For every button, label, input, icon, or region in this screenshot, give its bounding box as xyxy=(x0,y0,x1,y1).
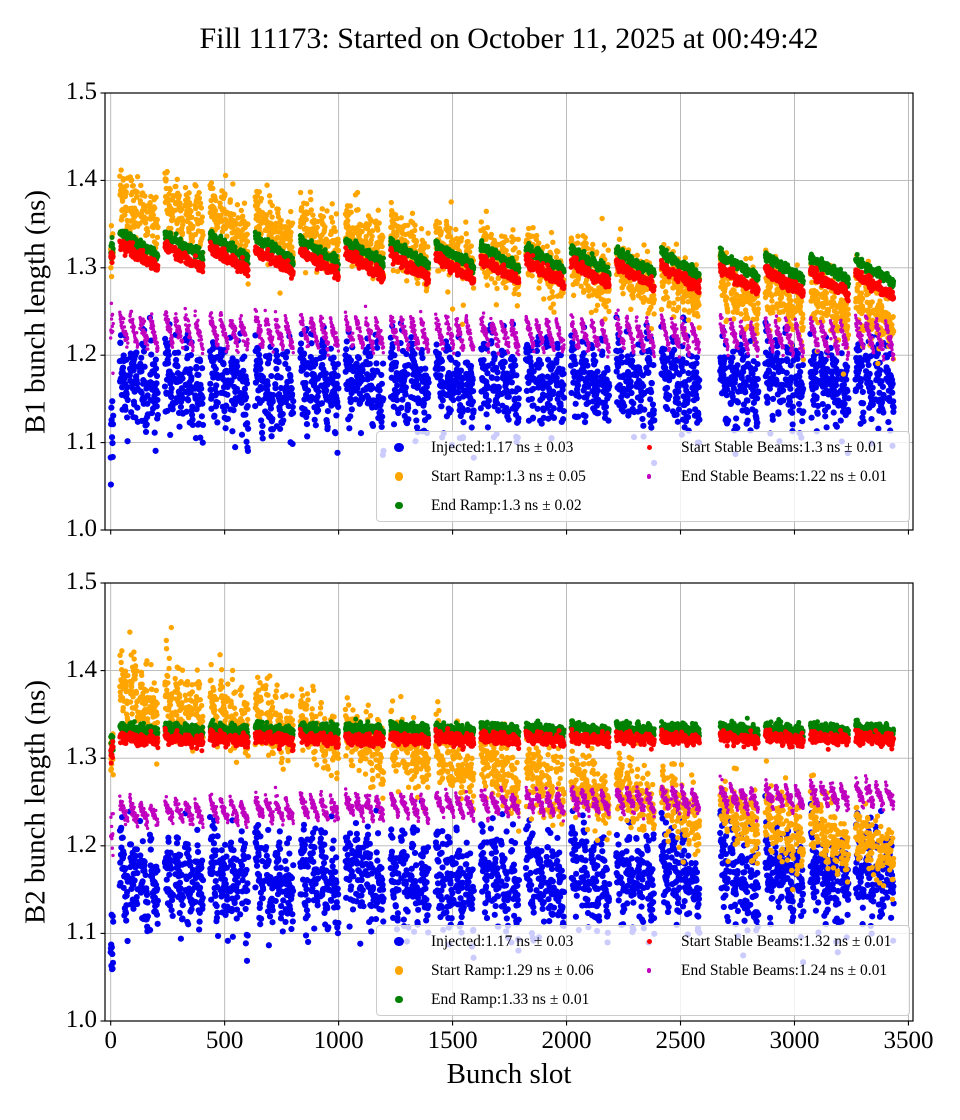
injected-marker-icon xyxy=(394,936,404,947)
legend-label: End Stable Beams:1.24 ns ± 0.01 xyxy=(681,961,888,979)
y-tick-label: 1.2 xyxy=(65,340,97,368)
x-tick-label: 1000 xyxy=(313,1027,364,1054)
y-axis-label-b2: B2 bunch length (ns) xyxy=(19,679,52,925)
start-ramp-marker-icon xyxy=(394,966,404,975)
legend-box: Injected:1.17 ns ± 0.03 Start Ramp:1.29 n… xyxy=(376,925,910,1016)
legend-label: Start Ramp:1.3 ns ± 0.05 xyxy=(431,467,586,485)
x-tick-label: 3000 xyxy=(769,1027,820,1054)
y-tick-label: 1.1 xyxy=(65,427,97,455)
x-tick-label: 2000 xyxy=(541,1027,592,1054)
legend-label: End Stable Beams:1.22 ns ± 0.01 xyxy=(681,467,888,485)
y-tick-label: 1.5 xyxy=(65,567,97,595)
legend-label: Start Ramp:1.29 ns ± 0.06 xyxy=(431,961,594,979)
end-stable-beams-marker-icon xyxy=(646,968,652,973)
start-ramp-marker-icon xyxy=(394,472,404,481)
y-tick-label: 1.3 xyxy=(65,252,97,280)
x-axis-label: Bunch slot xyxy=(446,1058,572,1090)
y-tick-label: 1.2 xyxy=(65,830,97,858)
legend-label: Injected:1.17 ns ± 0.03 xyxy=(431,932,574,950)
legend-box: Injected:1.17 ns ± 0.03 Start Ramp:1.3 ns… xyxy=(376,431,910,522)
y-tick-label: 1.3 xyxy=(65,743,97,771)
legend-label: Start Stable Beams:1.3 ns ± 0.01 xyxy=(681,438,884,456)
y-axis-label-b1: B1 bunch length (ns) xyxy=(19,189,52,434)
y-tick-label: 1.5 xyxy=(65,77,97,105)
x-tick-label: 500 xyxy=(205,1027,244,1054)
y-tick-label: 1.4 xyxy=(65,655,97,683)
x-tick-label: 3500 xyxy=(883,1027,934,1054)
injected-marker-icon xyxy=(394,442,404,453)
legend-label: End Ramp:1.33 ns ± 0.01 xyxy=(431,990,590,1008)
y-tick-label: 1.1 xyxy=(65,918,97,946)
x-tick-label: 0 xyxy=(104,1027,117,1054)
legend-label: End Ramp:1.3 ns ± 0.02 xyxy=(431,496,582,514)
start-stable-beams-marker-icon xyxy=(646,939,652,944)
legend-label: Injected:1.17 ns ± 0.03 xyxy=(431,438,574,456)
y-tick-label: 1.0 xyxy=(65,1005,97,1033)
y-tick-label: 1.0 xyxy=(65,514,97,542)
figure-title: Fill 11173: Started on October 11, 2025 … xyxy=(199,22,819,55)
end-ramp-marker-icon xyxy=(395,995,403,1004)
y-tick-label: 1.4 xyxy=(65,165,97,193)
x-tick-label: 2500 xyxy=(655,1027,706,1054)
end-stable-beams-marker-icon xyxy=(646,474,652,479)
x-tick-label: 1500 xyxy=(427,1027,478,1054)
legend-label: Start Stable Beams:1.32 ns ± 0.01 xyxy=(681,932,892,950)
end-ramp-marker-icon xyxy=(395,501,403,510)
start-stable-beams-marker-icon xyxy=(646,445,652,450)
